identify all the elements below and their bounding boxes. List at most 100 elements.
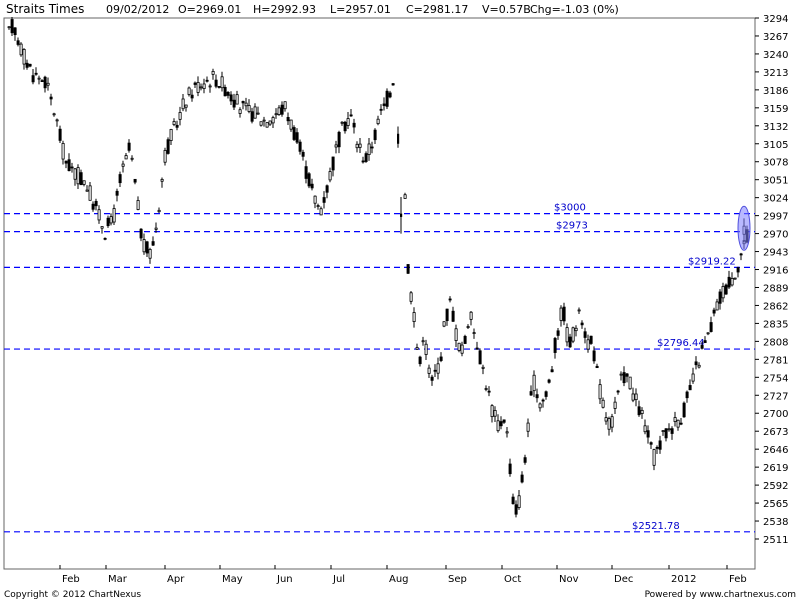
candle-body — [343, 121, 347, 132]
candle-body — [145, 241, 149, 254]
candle-body — [112, 208, 116, 223]
candle-body — [505, 431, 509, 434]
candle-body — [610, 416, 614, 428]
candle-body — [442, 321, 446, 327]
candle-body — [97, 209, 101, 221]
candle-body — [304, 166, 308, 179]
candle-body — [361, 160, 365, 163]
candle-body — [136, 200, 140, 210]
candle-body — [298, 141, 302, 152]
candle-body — [562, 306, 566, 322]
candle-body — [130, 157, 134, 160]
candle-body — [364, 153, 368, 162]
candle-body — [661, 430, 665, 432]
candle-body — [556, 330, 560, 336]
candle-body — [358, 143, 362, 148]
y-tick-label: 3132 — [763, 122, 788, 133]
candle-body — [103, 237, 107, 240]
candle-body — [547, 379, 551, 383]
candle-body — [268, 120, 272, 125]
candle-body — [115, 190, 119, 196]
candle-body — [274, 113, 278, 116]
candle-body — [22, 49, 26, 65]
level-label: $2919.22 — [688, 256, 736, 267]
candle-body — [73, 168, 77, 180]
copyright-text: Copyright © 2012 ChartNexus — [4, 590, 141, 600]
level-label: $2973 — [556, 221, 588, 232]
candle-body — [571, 327, 575, 342]
candle-body — [82, 180, 86, 185]
candle-body — [250, 111, 254, 122]
candle-body — [520, 474, 524, 483]
candle-body — [67, 159, 71, 172]
candle-body — [253, 106, 257, 119]
candle-body — [640, 409, 644, 415]
candle-body — [352, 122, 356, 128]
candle-body — [262, 119, 266, 122]
candle-body — [208, 85, 212, 88]
candle-body — [541, 399, 545, 402]
candle-body — [586, 339, 590, 350]
candle-body — [184, 104, 188, 108]
candle-body — [295, 132, 299, 143]
y-tick-label: 3186 — [763, 86, 788, 97]
candle-body — [211, 71, 215, 75]
candle-body — [79, 172, 83, 186]
candle-body — [382, 103, 386, 106]
powered-by-text: Powered by www.chartnexus.com — [645, 590, 796, 600]
candle-body — [334, 144, 338, 148]
candle-body — [190, 94, 194, 99]
candle-body — [412, 312, 416, 322]
candle-body — [445, 308, 449, 322]
candle-body — [718, 291, 722, 304]
y-tick-label: 3294 — [763, 14, 788, 25]
candle-body — [466, 326, 470, 328]
candle-body — [685, 391, 689, 399]
header-close: C=2981.17 — [406, 3, 468, 16]
candle-body — [337, 131, 341, 148]
y-tick-label: 2997 — [763, 212, 788, 223]
candle-body — [421, 340, 425, 343]
candle-body — [475, 347, 479, 350]
candle-body — [88, 185, 92, 201]
y-tick-label: 3024 — [763, 194, 788, 205]
candle-body — [70, 166, 74, 169]
candle-body — [706, 332, 710, 335]
candle-body — [331, 156, 335, 171]
candle-body — [19, 43, 23, 56]
candle-body — [679, 422, 683, 425]
candle-body — [91, 203, 95, 210]
candle-body — [469, 311, 473, 320]
candle-body — [193, 82, 197, 85]
candle-body — [220, 76, 224, 89]
candle-body — [739, 253, 743, 256]
candle-body — [436, 363, 440, 374]
candle-body — [106, 217, 110, 227]
candle-body — [511, 496, 515, 505]
x-tick-label: Aug — [389, 574, 409, 585]
candle-body — [217, 86, 221, 88]
y-tick-label: 3267 — [763, 32, 788, 43]
candle-body — [52, 113, 56, 116]
candle-body — [595, 365, 599, 369]
candle-body — [43, 76, 47, 89]
candle-body — [553, 338, 557, 353]
candle-body — [235, 94, 239, 105]
candle-body — [727, 276, 731, 288]
candle-body — [199, 86, 203, 89]
header-open: O=2969.01 — [178, 3, 241, 16]
candle-body — [259, 121, 263, 126]
candle-body — [271, 117, 275, 124]
candle-body — [589, 335, 593, 344]
candle-body — [7, 26, 11, 29]
y-tick-label: 3213 — [763, 68, 788, 79]
x-tick-label: Sep — [448, 574, 467, 585]
candle-body — [652, 449, 656, 466]
candle-body — [391, 83, 395, 86]
candle-body — [616, 390, 620, 393]
candle-body — [10, 19, 14, 34]
y-tick-label: 3240 — [763, 50, 788, 61]
y-tick-label: 3078 — [763, 158, 788, 169]
candle-body — [460, 344, 464, 354]
candle-body — [286, 117, 290, 122]
